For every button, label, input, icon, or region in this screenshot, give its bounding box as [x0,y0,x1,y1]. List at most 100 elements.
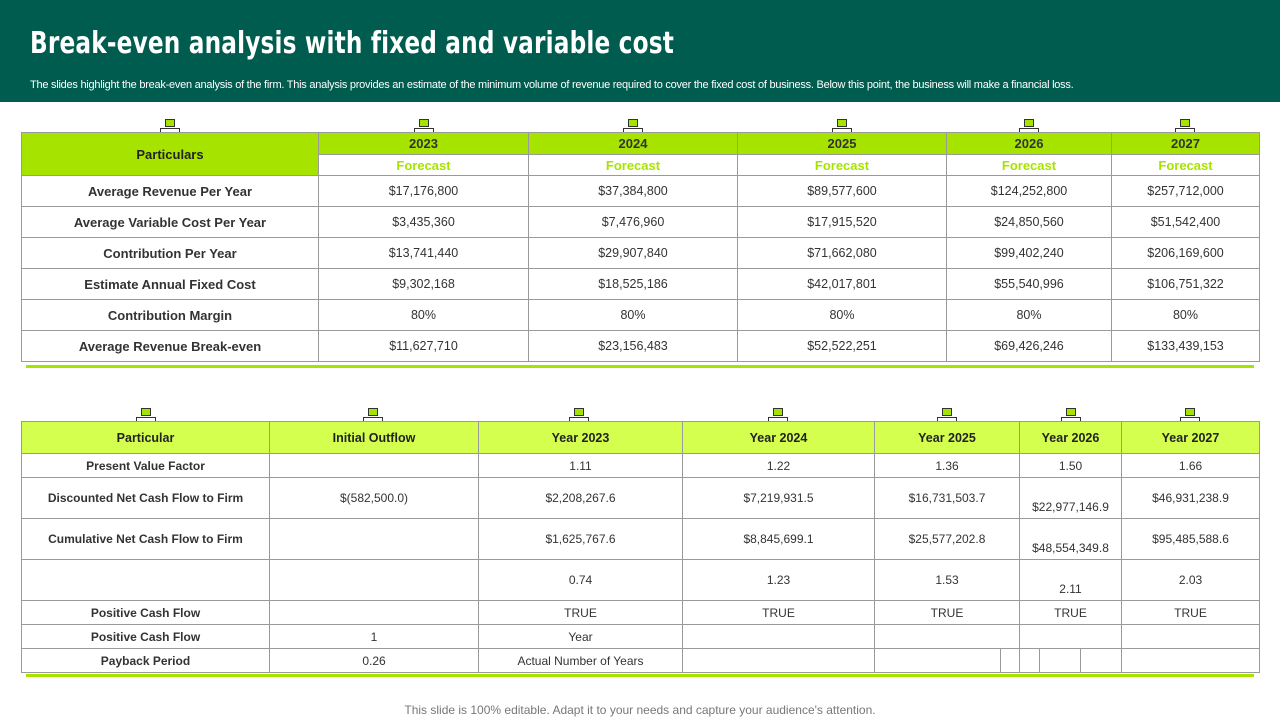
cell-value: $206,169,600 [1111,237,1260,269]
page-subtitle: The slides highlight the break-even anal… [30,79,1074,91]
cell-value: 0.26 [269,648,479,673]
table-row: Average Revenue Per Year $17,176,800 $37… [21,175,1260,207]
table-row: Positive Cash Flow TRUE TRUE TRUE TRUE T… [21,600,1260,625]
cell-value: TRUE [874,600,1020,625]
year-header: 2025 [737,132,947,155]
cell-value: 1.50 [1019,453,1122,478]
year-header: 2026 [946,132,1112,155]
cell-value [1121,648,1260,673]
row-label: Estimate Annual Fixed Cost [21,268,319,300]
cell-value: 80% [318,299,529,331]
row-label [21,559,270,601]
cell-value: 2.03 [1121,559,1260,601]
header-banner: Break-even analysis with fixed and varia… [0,0,1280,102]
cell-value: TRUE [1121,600,1260,625]
cell-value: $11,627,710 [318,330,529,362]
binder-clip-icon [937,408,957,422]
cell-value: $48,554,349.8 [1019,518,1122,560]
cash-flow-table: Particular Initial Outflow Year 2023 Yea… [21,421,1260,673]
table-row: Cumulative Net Cash Flow to Firm $1,625,… [21,518,1260,560]
binder-clip-icon [623,119,643,133]
row-label: Present Value Factor [21,453,270,478]
cell-value: $8,845,699.1 [682,518,875,560]
split-cell [1019,648,1122,673]
binder-clip-icon [768,408,788,422]
table-row: Average Variable Cost Per Year $3,435,36… [21,206,1260,238]
column-header: Initial Outflow [269,421,479,454]
cell-value: 1.23 [682,559,875,601]
row-label: Contribution Margin [21,299,319,331]
row-label: Cumulative Net Cash Flow to Firm [21,518,270,560]
binder-clip-icon [1175,119,1195,133]
cell-value: $55,540,996 [946,268,1112,300]
cell-value: $2,208,267.6 [478,477,683,519]
cell-value: $23,156,483 [528,330,738,362]
cell-value: 80% [737,299,947,331]
cell-value: $124,252,800 [946,175,1112,207]
cell-value: 1.66 [1121,453,1260,478]
row-label: Payback Period [21,648,270,673]
binder-clip-icon [363,408,383,422]
cell-value: $13,741,440 [318,237,529,269]
cell-value: TRUE [1019,600,1122,625]
break-even-table-body: Particulars 2023 2024 2025 2026 2027 For… [21,132,1260,362]
binder-clip-icon [569,408,589,422]
cell-value: 1.22 [682,453,875,478]
cell-value: $95,485,588.6 [1121,518,1260,560]
cell-value: 80% [528,299,738,331]
cell-value: $7,219,931.5 [682,477,875,519]
table-underline [26,674,1254,677]
table-underline [26,365,1254,368]
particulars-header: Particulars [21,132,319,176]
cell-value: TRUE [682,600,875,625]
forecast-label: Forecast [737,154,947,176]
binder-clip-icon [1180,408,1200,422]
cell-value: $52,522,251 [737,330,947,362]
cell-value [269,559,479,601]
page-title: Break-even analysis with fixed and varia… [30,26,674,61]
forecast-label: Forecast [1111,154,1260,176]
table-header-row: Particular Initial Outflow Year 2023 Yea… [21,421,1260,454]
binder-clip-icon [160,119,180,133]
year-header: 2023 [318,132,529,155]
binder-clip-icon [1019,119,1039,133]
table-row: Payback Period 0.26 Actual Number of Yea… [21,648,1260,673]
cell-value: $3,435,360 [318,206,529,238]
cell-value: $99,402,240 [946,237,1112,269]
table-row: Contribution Per Year $13,741,440 $29,90… [21,237,1260,269]
cell-value [269,453,479,478]
table-row: Discounted Net Cash Flow to Firm $(582,5… [21,477,1260,519]
cell-value: 0.74 [478,559,683,601]
column-header: Year 2027 [1121,421,1260,454]
cell-value: $37,384,800 [528,175,738,207]
cell-value [682,648,875,673]
table-row: 0.74 1.23 1.53 2.11 2.03 [21,559,1260,601]
binder-clip-icon [1061,408,1081,422]
forecast-label: Forecast [318,154,529,176]
cell-value: 1 [269,624,479,649]
row-label: Average Revenue Per Year [21,175,319,207]
cell-value: $29,907,840 [528,237,738,269]
cell-value: $133,439,153 [1111,330,1260,362]
column-header: Year 2025 [874,421,1020,454]
cell-value: $22,977,146.9 [1019,477,1122,519]
cell-value: 1.11 [478,453,683,478]
cell-value: $17,176,800 [318,175,529,207]
cell-value: $46,931,238.9 [1121,477,1260,519]
cell-value [269,518,479,560]
footer-note: This slide is 100% editable. Adapt it to… [404,703,876,717]
cell-value: $17,915,520 [737,206,947,238]
year-header: 2024 [528,132,738,155]
cell-value [682,624,875,649]
table-row: Average Revenue Break-even $11,627,710 $… [21,330,1260,362]
row-label: Contribution Per Year [21,237,319,269]
cell-value: $1,625,767.6 [478,518,683,560]
cell-value [269,600,479,625]
cell-value: Year [478,624,683,649]
cell-value: $16,731,503.7 [874,477,1020,519]
cell-value: TRUE [478,600,683,625]
binder-clip-icon [136,408,156,422]
table-row: Estimate Annual Fixed Cost $9,302,168 $1… [21,268,1260,300]
cell-value: 1.53 [874,559,1020,601]
table-row: Positive Cash Flow 1 Year [21,624,1260,649]
